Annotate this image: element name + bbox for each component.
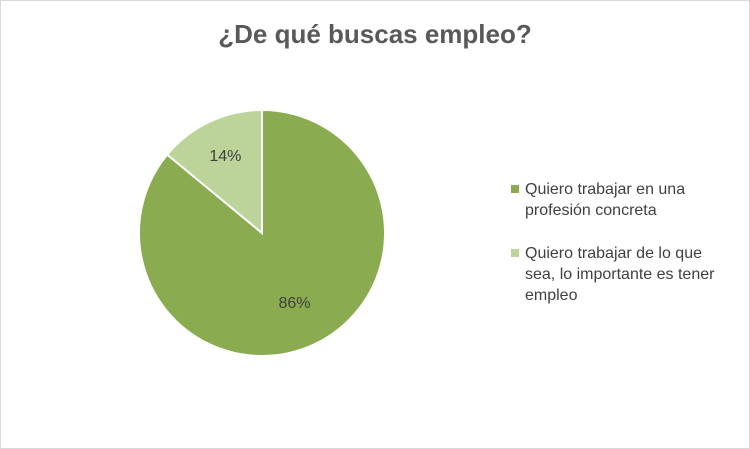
legend-item-profesion: Quiero trabajar en una profesión concret… bbox=[511, 179, 731, 221]
legend-swatch-lo-que-sea bbox=[511, 249, 519, 257]
legend-label-profesion: Quiero trabajar en una profesión concret… bbox=[525, 181, 686, 219]
slice-lo-que-sea bbox=[165, 108, 263, 236]
legend-item-lo-que-sea: Quiero trabajar de lo que sea, lo import… bbox=[511, 243, 731, 306]
data-label-profesion: 86% bbox=[278, 295, 310, 312]
legend: Quiero trabajar en una profesión concret… bbox=[511, 179, 731, 328]
legend-label-lo-que-sea: Quiero trabajar de lo que sea, lo import… bbox=[525, 245, 715, 304]
chart-title: ¿De qué buscas empleo? bbox=[218, 19, 532, 49]
legend-swatch-profesion bbox=[511, 185, 519, 193]
data-label-lo-que-sea: 14% bbox=[209, 148, 241, 165]
